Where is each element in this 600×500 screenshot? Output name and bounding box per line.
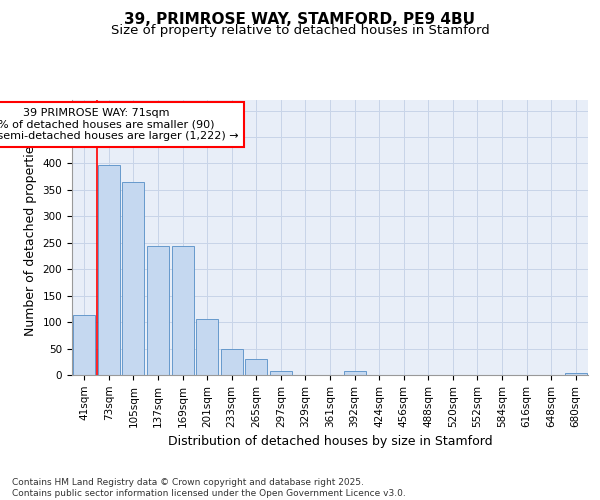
Bar — [245, 359, 268, 375]
Bar — [122, 182, 145, 375]
Bar — [221, 348, 243, 375]
Text: Contains HM Land Registry data © Crown copyright and database right 2025.
Contai: Contains HM Land Registry data © Crown c… — [12, 478, 406, 498]
Bar — [172, 246, 194, 375]
Bar — [147, 246, 169, 375]
Bar — [196, 319, 218, 375]
Bar — [73, 315, 95, 375]
X-axis label: Distribution of detached houses by size in Stamford: Distribution of detached houses by size … — [167, 435, 493, 448]
Y-axis label: Number of detached properties: Number of detached properties — [24, 139, 37, 336]
Text: Size of property relative to detached houses in Stamford: Size of property relative to detached ho… — [110, 24, 490, 37]
Bar — [98, 164, 120, 375]
Text: 39, PRIMROSE WAY, STAMFORD, PE9 4BU: 39, PRIMROSE WAY, STAMFORD, PE9 4BU — [125, 12, 476, 28]
Text: 39 PRIMROSE WAY: 71sqm
← 7% of detached houses are smaller (90)
93% of semi-deta: 39 PRIMROSE WAY: 71sqm ← 7% of detached … — [0, 108, 238, 141]
Bar — [344, 372, 365, 375]
Bar — [565, 374, 587, 375]
Bar — [270, 371, 292, 375]
